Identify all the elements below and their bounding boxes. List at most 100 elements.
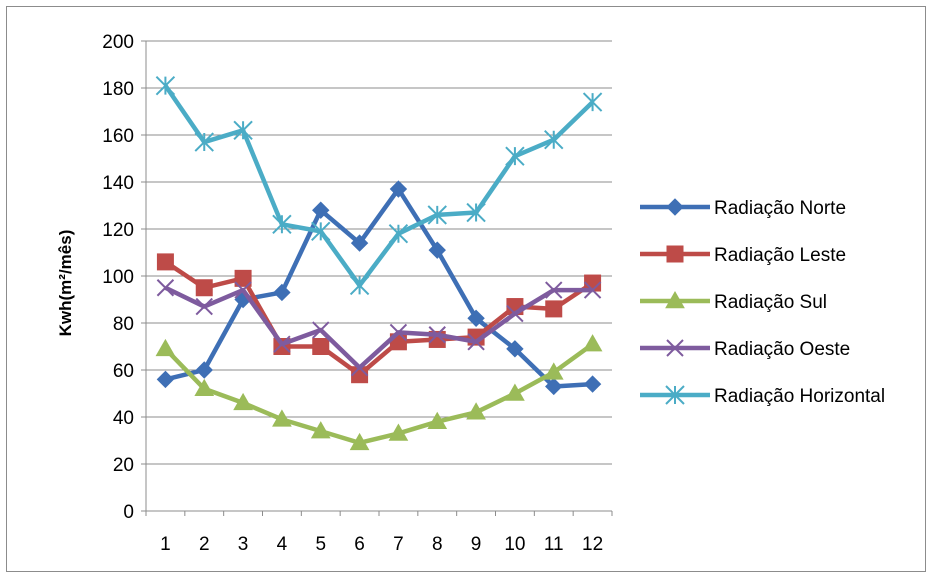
gridlines bbox=[146, 40, 612, 465]
data-point bbox=[310, 421, 331, 439]
y-tick-label: 20 bbox=[113, 455, 134, 476]
data-point bbox=[544, 129, 564, 150]
data-point bbox=[428, 241, 446, 259]
x-tick-label: 12 bbox=[582, 534, 603, 555]
data-point bbox=[273, 283, 291, 302]
series-triangle bbox=[155, 334, 603, 451]
data-point bbox=[506, 340, 524, 358]
series-line bbox=[164, 186, 593, 389]
data-point bbox=[234, 269, 252, 287]
data-point bbox=[195, 297, 213, 316]
data-point bbox=[233, 120, 253, 141]
data-point bbox=[545, 377, 563, 396]
series-line bbox=[163, 84, 595, 288]
data-point bbox=[350, 358, 369, 377]
legend-label: Radiação Sul bbox=[714, 292, 827, 313]
data-point bbox=[194, 132, 214, 152]
legend-label: Radiação Horizontal bbox=[714, 386, 885, 407]
data-point bbox=[195, 279, 213, 297]
data-point bbox=[466, 202, 486, 223]
series-group bbox=[155, 75, 603, 451]
y-tick-label: 100 bbox=[102, 267, 134, 288]
y-tick-label: 140 bbox=[102, 173, 134, 194]
series-x bbox=[156, 279, 602, 377]
series-square bbox=[156, 253, 602, 384]
data-point bbox=[466, 402, 486, 420]
legend-item: Radiação Sul bbox=[640, 290, 827, 313]
legend-item: Radiação Horizontal bbox=[640, 385, 885, 407]
series-diamond bbox=[156, 180, 602, 396]
data-point bbox=[467, 333, 485, 351]
y-tick-label: 180 bbox=[102, 79, 134, 100]
data-point bbox=[388, 223, 409, 244]
data-point bbox=[543, 362, 564, 380]
x-tick-label: 10 bbox=[504, 534, 525, 555]
data-point bbox=[234, 281, 252, 299]
data-point bbox=[272, 214, 292, 235]
x-tick-label: 8 bbox=[432, 534, 443, 555]
legend-marker bbox=[666, 339, 684, 357]
data-point bbox=[349, 275, 370, 296]
data-point bbox=[156, 370, 175, 389]
series-asterisk bbox=[155, 75, 603, 296]
x-tick-label: 2 bbox=[199, 534, 210, 555]
x-tick-label: 11 bbox=[544, 534, 564, 555]
y-tick-label: 60 bbox=[113, 361, 134, 382]
legend-label: Radiação Leste bbox=[714, 245, 846, 266]
data-point bbox=[273, 335, 291, 353]
data-point bbox=[505, 146, 525, 166]
legend-marker bbox=[665, 385, 685, 405]
x-tick-label: 5 bbox=[315, 534, 326, 555]
x-tick-label: 9 bbox=[471, 534, 482, 555]
data-point bbox=[312, 338, 330, 355]
legend-marker bbox=[666, 198, 684, 216]
data-point bbox=[428, 326, 446, 344]
y-tick-label: 160 bbox=[102, 126, 134, 147]
data-point bbox=[467, 309, 485, 328]
x-tick-label: 3 bbox=[238, 534, 249, 555]
y-tick-label: 200 bbox=[102, 32, 134, 53]
data-point bbox=[427, 411, 448, 429]
data-point bbox=[582, 334, 603, 352]
data-point bbox=[311, 221, 331, 242]
data-point bbox=[195, 361, 213, 379]
data-point bbox=[312, 201, 330, 219]
data-point bbox=[583, 375, 602, 393]
data-point bbox=[233, 392, 253, 411]
data-point bbox=[506, 304, 524, 323]
legend-marker bbox=[666, 245, 684, 263]
legend-label: Radiação Oeste bbox=[714, 339, 850, 360]
series-line bbox=[163, 342, 594, 446]
x-tick-label: 7 bbox=[393, 534, 404, 555]
data-point bbox=[194, 378, 215, 397]
legend: Radiação Norte Radiação Leste Radiação Sul… bbox=[640, 198, 885, 407]
data-point bbox=[156, 253, 174, 271]
data-point bbox=[156, 279, 175, 297]
data-point bbox=[272, 409, 292, 427]
legend-label: Radiação Norte bbox=[714, 198, 846, 219]
y-tick-label: 40 bbox=[113, 408, 134, 429]
data-point bbox=[583, 281, 602, 299]
y-tick-label: 0 bbox=[123, 502, 134, 523]
y-tick-label: 120 bbox=[102, 220, 134, 241]
y-axis-title: Kwh(m²/mês) bbox=[56, 230, 75, 337]
legend-item: Radiação Norte bbox=[640, 198, 846, 219]
chart-frame: 0 20 40 60 80 100 120 140 160 180 200 1 2 3 4 5 6 7 8 9 10 11… bbox=[6, 6, 926, 572]
data-point bbox=[350, 234, 369, 252]
data-point bbox=[388, 423, 409, 441]
legend-item: Radiação Oeste bbox=[640, 339, 850, 360]
data-point bbox=[312, 321, 330, 339]
data-point bbox=[155, 338, 176, 357]
data-point bbox=[545, 281, 563, 299]
data-point bbox=[389, 323, 408, 342]
x-tick-label: 6 bbox=[354, 534, 365, 555]
data-point bbox=[582, 92, 603, 112]
data-point bbox=[349, 432, 370, 451]
series-line bbox=[164, 285, 593, 370]
data-point bbox=[155, 75, 176, 96]
data-point bbox=[545, 300, 563, 318]
series-line bbox=[164, 260, 594, 377]
data-point bbox=[389, 180, 408, 198]
